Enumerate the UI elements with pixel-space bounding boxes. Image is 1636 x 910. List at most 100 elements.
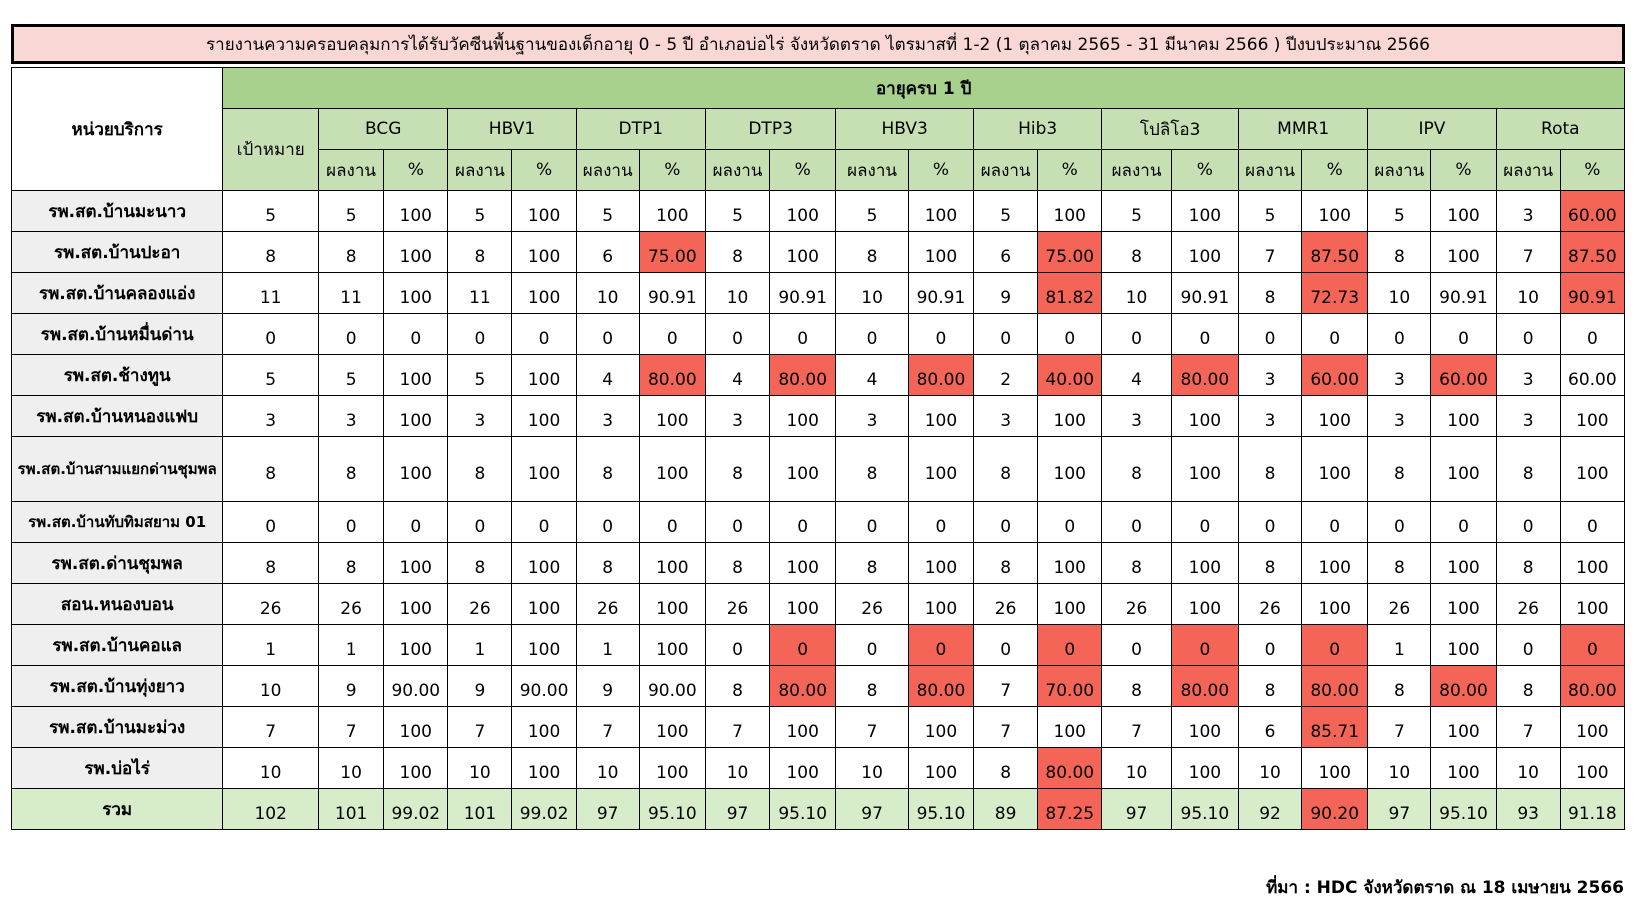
- result-header: ผลงาน: [1237, 149, 1303, 191]
- percent-value: 100: [1447, 640, 1480, 660]
- result-value: 8: [1393, 681, 1405, 701]
- percent-value: 100: [1447, 411, 1480, 431]
- percent-value: 100: [527, 464, 561, 484]
- result-value: 11: [340, 288, 362, 308]
- result-value: 8: [474, 247, 486, 267]
- percent-header: %: [1430, 149, 1497, 191]
- result-value: 7: [345, 722, 357, 742]
- unit-name: รพ.สต.บ้านมะม่วง: [10, 706, 224, 748]
- percent-value: 0: [1199, 517, 1211, 537]
- target-value: 10: [259, 681, 282, 701]
- percent-value: 0: [1586, 640, 1598, 660]
- percent-value: 0: [1329, 329, 1341, 349]
- result-value: 0: [602, 517, 614, 537]
- target-value: 0: [265, 517, 277, 537]
- percent-value: 99.02: [519, 804, 569, 824]
- result-value: 10: [861, 288, 883, 308]
- result-value: 8: [732, 681, 743, 701]
- percent-value: 100: [656, 558, 689, 578]
- percent-value: 81.82: [1045, 288, 1095, 308]
- percent-value: 0: [1329, 517, 1341, 537]
- percent-value: 40.00: [1045, 370, 1095, 390]
- result-header: ผลงาน: [1367, 149, 1432, 191]
- percent-value: 100: [527, 206, 561, 226]
- target-value: 8: [265, 558, 277, 578]
- vaccine-coverage-table: หน่วยบริการ อายุครบ 1 ปี เป้าหมาย BCG HBV…: [10, 67, 1626, 830]
- percent-value: 0: [797, 329, 809, 349]
- result-value: 8: [1393, 247, 1405, 267]
- result-value: 8: [866, 558, 878, 578]
- percent-value: 100: [399, 640, 432, 660]
- percent-header: %: [1301, 149, 1369, 191]
- percent-value: 80.00: [1180, 681, 1230, 701]
- percent-value: 100: [1318, 411, 1351, 431]
- result-value: 26: [861, 599, 883, 619]
- unit-name: รพ.สต.บ้านทุ่งยาว: [10, 665, 224, 707]
- table-row: รพ.สต.บ้านคอแล 1 1 100 1 100 1 100 0 0 0 0 0 0 0 0 0 0 1 10…: [10, 624, 1626, 666]
- percent-value: 100: [1318, 558, 1351, 578]
- percent-value: 100: [1447, 763, 1480, 783]
- percent-header: %: [1037, 149, 1103, 191]
- result-value: 8: [1000, 464, 1012, 484]
- percent-value: 100: [924, 763, 958, 783]
- percent-value: 95.10: [647, 804, 697, 824]
- percent-value: 80.00: [916, 681, 966, 701]
- result-value: 8: [1264, 288, 1276, 308]
- percent-value: 100: [1188, 206, 1222, 226]
- percent-value: 100: [1188, 247, 1222, 267]
- result-value: 97: [1125, 804, 1148, 824]
- result-value: 10: [1388, 288, 1411, 308]
- percent-value: 0: [1586, 517, 1598, 537]
- percent-value: 0: [666, 517, 678, 537]
- percent-value: 100: [1053, 722, 1086, 742]
- percent-value: 100: [527, 763, 561, 783]
- percent-value: 80.00: [1180, 370, 1230, 390]
- percent-value: 100: [399, 206, 432, 226]
- result-value: 8: [1522, 464, 1534, 484]
- result-value: 8: [732, 247, 743, 267]
- result-value: 8: [345, 464, 357, 484]
- result-value: 26: [1259, 599, 1281, 619]
- percent-value: 100: [399, 722, 432, 742]
- result-value: 0: [732, 640, 743, 660]
- result-value: 8: [1131, 681, 1142, 701]
- percent-value: 100: [924, 411, 958, 431]
- percent-value: 99.02: [391, 804, 441, 824]
- percent-value: 95.10: [778, 804, 828, 824]
- percent-value: 0: [935, 517, 947, 537]
- result-value: 8: [1131, 558, 1142, 578]
- unit-name: รพ.สต.บ้านสามแยกด่านชุมพล: [10, 436, 224, 502]
- result-value: 6: [1264, 722, 1276, 742]
- percent-value: 80.00: [916, 370, 966, 390]
- target-value: 10: [259, 763, 282, 783]
- target-value: 1: [265, 640, 277, 660]
- target-value: 0: [265, 329, 277, 349]
- result-value: 26: [1517, 599, 1539, 619]
- percent-value: 100: [1188, 411, 1222, 431]
- result-header: ผลงาน: [704, 149, 771, 191]
- result-value: 26: [994, 599, 1017, 619]
- result-value: 3: [1131, 411, 1142, 431]
- result-value: 5: [345, 206, 357, 226]
- result-value: 0: [1522, 640, 1534, 660]
- result-value: 8: [1131, 247, 1142, 267]
- result-value: 1: [602, 640, 614, 660]
- percent-value: 0: [1458, 329, 1469, 349]
- percent-value: 100: [924, 206, 958, 226]
- unit-name: รพ.สต.ด่านชุมพล: [10, 542, 224, 584]
- percent-value: 90.91: [778, 288, 828, 308]
- result-value: 2: [1000, 370, 1012, 390]
- vaccine-header: HBV3: [835, 108, 975, 150]
- result-value: 8: [866, 247, 878, 267]
- unit-name: รพ.สต.บ้านทับทิมสยาม 01: [10, 501, 224, 543]
- percent-value: 0: [797, 640, 809, 660]
- result-value: 7: [866, 722, 878, 742]
- percent-value: 90.91: [1568, 288, 1617, 308]
- result-value: 5: [1264, 206, 1276, 226]
- vaccine-header: BCG: [318, 108, 449, 150]
- result-value: 9: [1000, 288, 1012, 308]
- percent-value: 100: [786, 722, 819, 742]
- result-header: ผลงาน: [973, 149, 1039, 191]
- percent-value: 100: [527, 370, 561, 390]
- percent-value: 100: [656, 640, 689, 660]
